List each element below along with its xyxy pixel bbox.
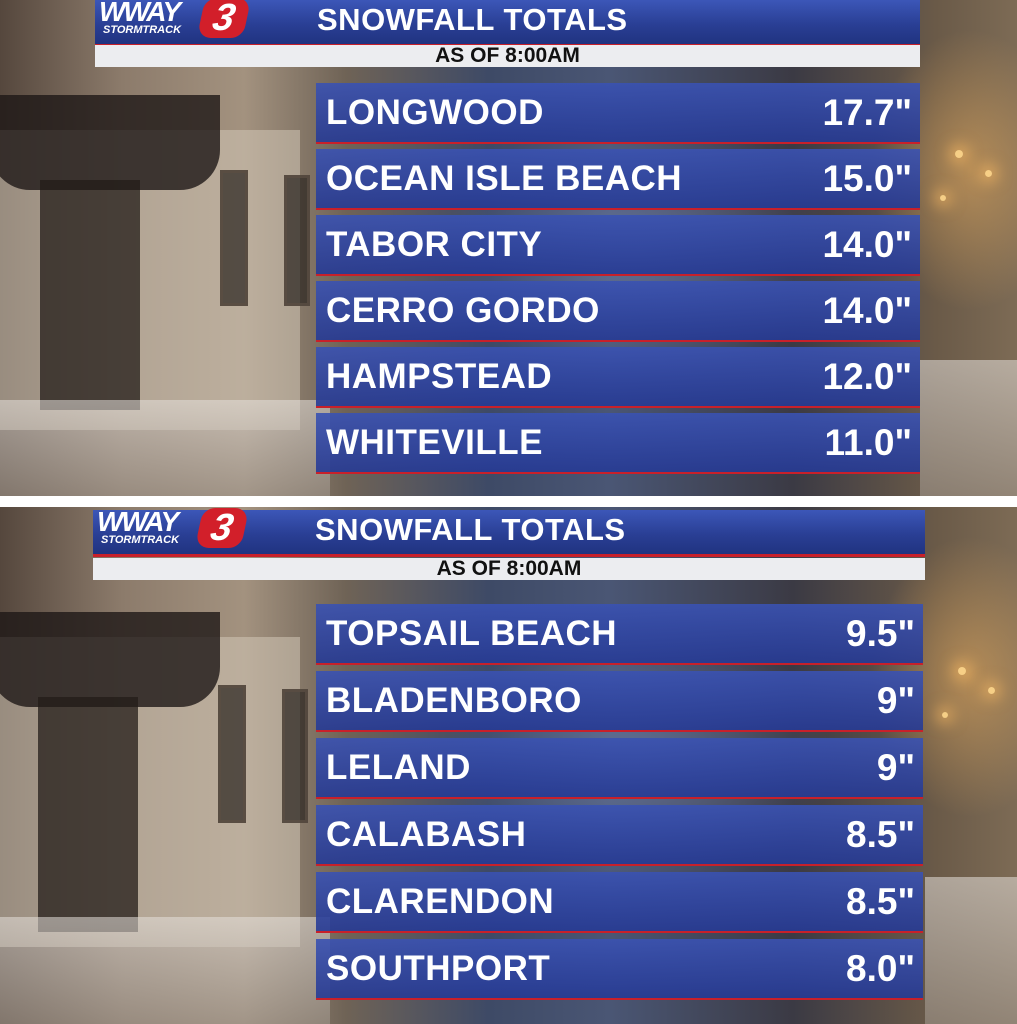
- list-item: WHITEVILLE 11.0": [316, 413, 920, 474]
- page-title: SNOWFALL TOTALS: [317, 2, 628, 37]
- subheader-bar: AS OF 8:00AM: [95, 45, 920, 67]
- logo-channel-badge: 3: [194, 507, 250, 549]
- header-bar: WWAY STORMTRACK 3 SNOWFALL TOTALS: [95, 0, 920, 47]
- doorway: [38, 697, 138, 932]
- snowfall-value: 8.0": [846, 948, 915, 989]
- list-item: LONGWOOD 17.7": [316, 83, 920, 144]
- location-name: WHITEVILLE: [326, 423, 543, 462]
- list-item: BLADENBORO 9": [316, 671, 923, 732]
- snowfall-value: 12.0": [822, 356, 912, 397]
- location-name: CALABASH: [326, 815, 527, 854]
- awning: [0, 612, 220, 707]
- location-name: BLADENBORO: [326, 681, 582, 720]
- snowfall-value: 9": [876, 747, 915, 788]
- graphic-panel-bottom: WWAY STORMTRACK 3 SNOWFALL TOTALS AS OF …: [0, 507, 1017, 1024]
- window: [284, 175, 310, 306]
- snowy-sidewalk: [920, 360, 1017, 496]
- list-item: SOUTHPORT 8.0": [316, 939, 923, 1000]
- street-light: [940, 195, 946, 201]
- doorway: [40, 180, 140, 410]
- location-name: LELAND: [326, 748, 471, 787]
- wway-stormtrack-logo: WWAY STORMTRACK 3: [99, 0, 252, 40]
- logo-subtext: STORMTRACK: [103, 24, 182, 36]
- timestamp-label: AS OF 8:00AM: [435, 44, 580, 67]
- location-name: TABOR CITY: [326, 225, 543, 264]
- snowfall-value: 8.5": [846, 881, 915, 922]
- snowy-sidewalk: [925, 877, 1017, 1024]
- location-name: LONGWOOD: [326, 93, 544, 132]
- list-item: LELAND 9": [316, 738, 923, 799]
- logo-brand: WWAY: [99, 0, 181, 27]
- snowfall-value: 17.7": [822, 92, 912, 133]
- snowfall-value: 8.5": [846, 814, 915, 855]
- street-light: [988, 687, 995, 694]
- street-light: [958, 667, 966, 675]
- panel-divider: [0, 496, 1017, 507]
- subheader-bar: AS OF 8:00AM: [93, 558, 925, 580]
- window: [282, 689, 308, 823]
- location-name: CLARENDON: [326, 882, 555, 921]
- snowfall-value: 9": [876, 680, 915, 721]
- snowfall-value: 11.0": [824, 422, 912, 463]
- header-bar: WWAY STORMTRACK 3 SNOWFALL TOTALS: [93, 507, 925, 557]
- list-item: CLARENDON 8.5": [316, 872, 923, 933]
- snowfall-value: 15.0": [822, 158, 912, 199]
- location-name: TOPSAIL BEACH: [326, 614, 618, 653]
- snowfall-value: 14.0": [822, 290, 912, 331]
- page-title: SNOWFALL TOTALS: [315, 512, 626, 547]
- timestamp-label: AS OF 8:00AM: [436, 557, 582, 580]
- location-name: HAMPSTEAD: [326, 357, 553, 396]
- snowy-sidewalk: [0, 400, 330, 496]
- street-light: [955, 150, 963, 158]
- list-item: CERRO GORDO 14.0": [316, 281, 920, 342]
- snowfall-value: 14.0": [822, 224, 912, 265]
- window: [218, 685, 246, 823]
- wway-stormtrack-logo: WWAY STORMTRACK 3: [97, 507, 250, 550]
- street-light: [985, 170, 992, 177]
- logo-subtext: STORMTRACK: [101, 534, 180, 546]
- location-name: OCEAN ISLE BEACH: [326, 159, 683, 198]
- list-item: OCEAN ISLE BEACH 15.0": [316, 149, 920, 210]
- logo-brand: WWAY: [97, 507, 179, 537]
- window: [220, 170, 248, 306]
- graphic-panel-top: WWAY STORMTRACK 3 SNOWFALL TOTALS AS OF …: [0, 0, 1017, 496]
- logo-channel-badge: 3: [196, 0, 252, 39]
- location-name: CERRO GORDO: [326, 291, 600, 330]
- list-item: CALABASH 8.5": [316, 805, 923, 866]
- awning: [0, 95, 220, 190]
- street-light: [942, 712, 948, 718]
- location-name: SOUTHPORT: [326, 949, 551, 988]
- list-item: HAMPSTEAD 12.0": [316, 347, 920, 408]
- snowfall-value: 9.5": [846, 613, 915, 654]
- list-item: TABOR CITY 14.0": [316, 215, 920, 276]
- list-item: TOPSAIL BEACH 9.5": [316, 604, 923, 665]
- snowy-sidewalk: [0, 917, 330, 1024]
